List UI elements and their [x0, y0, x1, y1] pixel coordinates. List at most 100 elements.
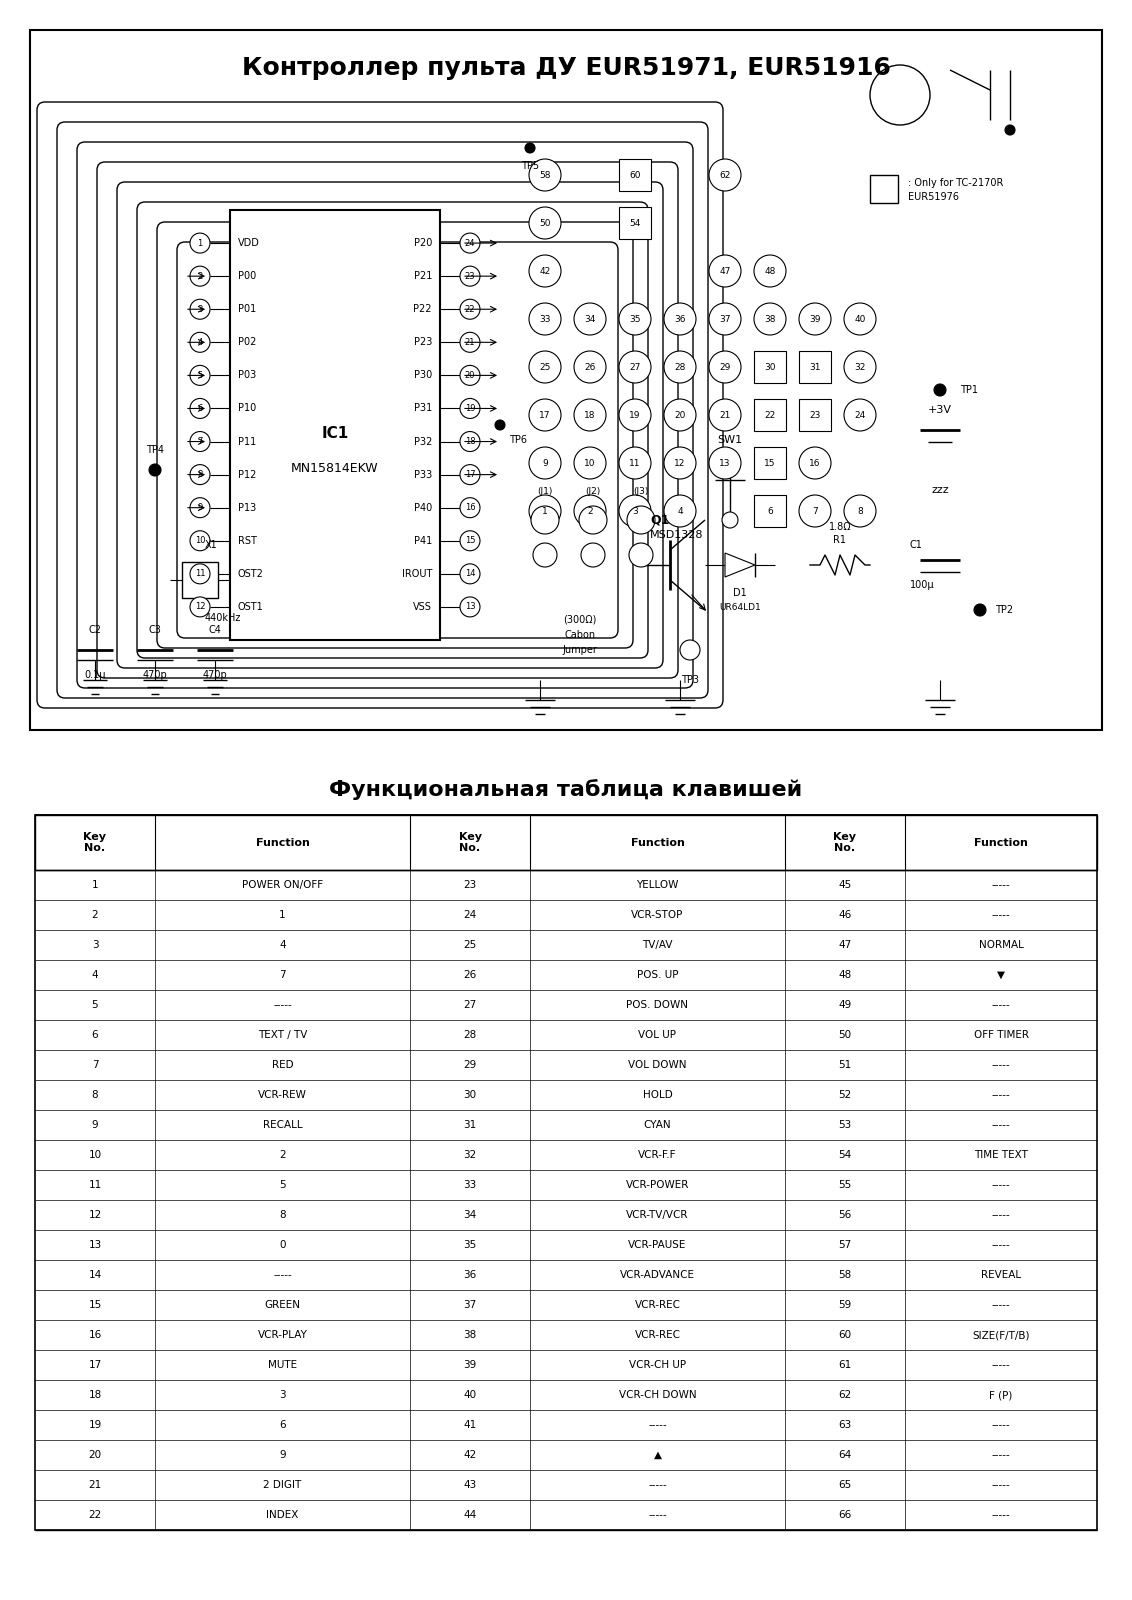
Text: 17: 17 [88, 1360, 102, 1370]
Text: SIZE(F/T/B): SIZE(F/T/B) [972, 1330, 1030, 1341]
Text: 14: 14 [88, 1270, 102, 1280]
Text: POWER ON/OFF: POWER ON/OFF [242, 880, 323, 890]
Text: 15: 15 [465, 536, 475, 546]
Text: Function: Function [974, 837, 1028, 848]
Text: 13: 13 [719, 459, 731, 467]
Text: 470p: 470p [143, 670, 168, 680]
Text: -----: ----- [992, 1299, 1011, 1310]
Text: 47: 47 [719, 267, 730, 275]
Text: X1: X1 [205, 541, 217, 550]
Circle shape [799, 302, 831, 334]
Text: 46: 46 [839, 910, 851, 920]
Bar [871, 174, 898, 203]
Text: zzz: zzz [932, 485, 949, 494]
Text: 58: 58 [539, 171, 551, 179]
Circle shape [754, 254, 786, 286]
Text: 20: 20 [88, 1450, 102, 1459]
Text: 19: 19 [88, 1421, 102, 1430]
Text: 21: 21 [465, 338, 475, 347]
Text: 7: 7 [197, 437, 203, 446]
Text: -----: ----- [992, 1480, 1011, 1490]
Text: 43: 43 [463, 1480, 477, 1490]
Text: 1: 1 [197, 238, 203, 248]
Text: P32: P32 [413, 437, 432, 446]
Text: P23: P23 [413, 338, 432, 347]
Circle shape [460, 299, 480, 320]
Text: 58: 58 [839, 1270, 851, 1280]
Text: UR64LD1: UR64LD1 [719, 603, 761, 611]
Text: 25: 25 [539, 363, 550, 371]
Text: TEXT / TV: TEXT / TV [258, 1030, 307, 1040]
Text: -----: ----- [992, 1450, 1011, 1459]
Circle shape [709, 398, 741, 430]
Text: 24: 24 [465, 238, 475, 248]
Text: 48: 48 [764, 267, 775, 275]
Text: 8: 8 [197, 470, 203, 478]
Bar [619, 206, 651, 238]
Text: 15: 15 [764, 459, 775, 467]
Text: POS. DOWN: POS. DOWN [626, 1000, 688, 1010]
Circle shape [709, 350, 741, 382]
Text: 26: 26 [584, 363, 595, 371]
Text: 440kHz: 440kHz [205, 613, 241, 622]
Text: 9: 9 [197, 502, 203, 512]
Circle shape [460, 464, 480, 485]
Text: 42: 42 [463, 1450, 477, 1459]
Circle shape [619, 494, 651, 526]
Text: 12: 12 [88, 1210, 102, 1219]
Text: P01: P01 [238, 304, 256, 314]
Text: 34: 34 [584, 315, 595, 323]
Text: Key
No.: Key No. [458, 832, 481, 853]
Text: 38: 38 [764, 315, 775, 323]
Text: 19: 19 [629, 411, 641, 419]
Bar [754, 494, 786, 526]
Text: 23: 23 [809, 411, 821, 419]
Text: TP6: TP6 [509, 435, 528, 445]
Text: 40: 40 [463, 1390, 477, 1400]
Text: -----: ----- [273, 1270, 292, 1280]
Text: 38: 38 [463, 1330, 477, 1341]
Text: 2: 2 [197, 272, 203, 280]
Text: OFF TIMER: OFF TIMER [974, 1030, 1029, 1040]
Text: -----: ----- [992, 1059, 1011, 1070]
Text: Function: Function [256, 837, 309, 848]
Circle shape [664, 398, 696, 430]
Text: 59: 59 [839, 1299, 851, 1310]
Text: P12: P12 [238, 470, 256, 480]
Text: 54: 54 [629, 219, 641, 227]
Text: MUTE: MUTE [268, 1360, 297, 1370]
Circle shape [190, 266, 211, 286]
Text: 0: 0 [280, 1240, 285, 1250]
Text: C4: C4 [208, 626, 222, 635]
Circle shape [460, 398, 480, 419]
Text: 27: 27 [629, 363, 641, 371]
Circle shape [533, 542, 557, 566]
Text: P40: P40 [414, 502, 432, 512]
Circle shape [578, 506, 607, 534]
Text: 25: 25 [463, 939, 477, 950]
Circle shape [627, 506, 655, 534]
Text: 15: 15 [88, 1299, 102, 1310]
Text: -----: ----- [649, 1480, 667, 1490]
Text: 30: 30 [463, 1090, 477, 1101]
Text: 6: 6 [767, 507, 773, 515]
Circle shape [619, 446, 651, 478]
Text: 11: 11 [195, 570, 205, 578]
Text: 6: 6 [280, 1421, 285, 1430]
Text: OST1: OST1 [238, 602, 264, 611]
Bar [754, 350, 786, 382]
Text: 21: 21 [719, 411, 730, 419]
Text: 3: 3 [92, 939, 98, 950]
Polygon shape [724, 554, 755, 578]
Text: 64: 64 [839, 1450, 851, 1459]
Text: ▲: ▲ [653, 1450, 661, 1459]
Text: P30: P30 [414, 370, 432, 381]
Text: -----: ----- [649, 1421, 667, 1430]
Text: VCR-POWER: VCR-POWER [626, 1181, 689, 1190]
Text: 9: 9 [280, 1450, 285, 1459]
Text: C2: C2 [88, 626, 102, 635]
Text: 16: 16 [88, 1330, 102, 1341]
Text: P03: P03 [238, 370, 256, 381]
Text: P33: P33 [414, 470, 432, 480]
Text: 42: 42 [539, 267, 550, 275]
